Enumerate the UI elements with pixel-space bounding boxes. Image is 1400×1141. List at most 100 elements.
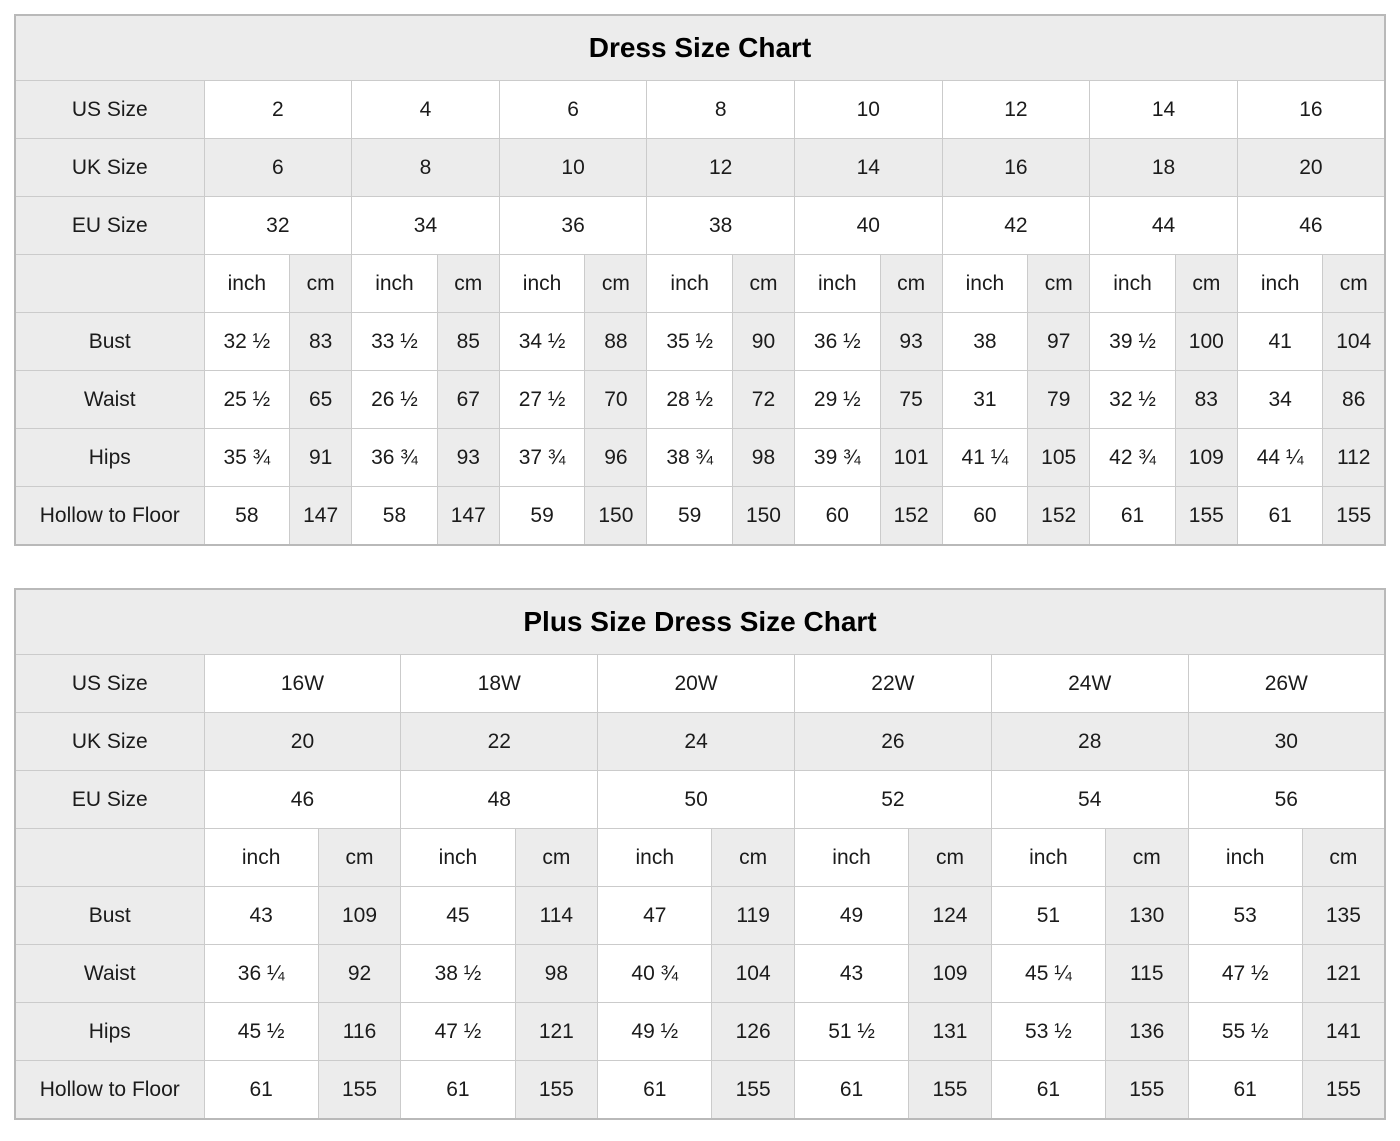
unit-cm-label: cm — [1174, 254, 1238, 313]
unit-inch-label: inch — [498, 254, 586, 313]
measure-cm-value: 150 — [731, 486, 795, 546]
table-row: EU Size 32 34 36 38 40 42 44 46 — [14, 196, 1386, 255]
measure-inch-value: 36 ¼ — [203, 944, 319, 1003]
unit-inch-label: inch — [400, 828, 516, 887]
unit-inch-label: inch — [793, 828, 910, 887]
row-label: US Size — [14, 654, 205, 713]
measure-cm-value: 131 — [908, 1002, 992, 1061]
table-row: Bust 32 ½ 83 33 ½ 85 34 ½ 88 35 ½ 90 36 ½ 93 38 97 39… — [14, 312, 1386, 371]
row-label: EU Size — [14, 770, 205, 829]
measure-cm-value: 112 — [1322, 428, 1386, 487]
size-value: 8 — [646, 80, 795, 139]
size-value: 38 — [646, 196, 795, 255]
measure-cm-value: 75 — [879, 370, 943, 429]
row-label: Bust — [14, 886, 205, 945]
measure-cm-value: 101 — [879, 428, 943, 487]
measure-cm-value: 124 — [908, 886, 992, 945]
measure-inch-value: 34 ½ — [498, 312, 586, 371]
measure-cm-value: 116 — [317, 1002, 402, 1061]
unit-cm-label: cm — [289, 254, 353, 313]
measure-cm-value: 98 — [514, 944, 599, 1003]
table-row: Hollow to Floor 58 147 58 147 59 150 59 150 60 152… — [14, 486, 1386, 546]
measure-inch-value: 45 — [400, 886, 516, 945]
unit-inch-label: inch — [597, 828, 713, 887]
table-row: Hollow to Floor 61 155 61 155 61 155 61 155 61 155… — [14, 1060, 1386, 1120]
size-value: 44 — [1089, 196, 1238, 255]
measure-inch-value: 47 — [597, 886, 713, 945]
measure-cm-value: 92 — [317, 944, 402, 1003]
table-row: inch cm inch cm inch cm inch cm inch cm inch cm inch… — [14, 254, 1386, 313]
table-row: UK Size 6 8 10 12 14 16 18 20 — [14, 138, 1386, 197]
unit-cm-label: cm — [1301, 828, 1386, 887]
measure-cm-value: 100 — [1174, 312, 1238, 371]
unit-inch-label: inch — [941, 254, 1029, 313]
size-value: 56 — [1187, 770, 1386, 829]
measure-cm-value: 67 — [436, 370, 500, 429]
measure-inch-value: 59 — [646, 486, 733, 546]
measure-cm-value: 155 — [317, 1060, 402, 1120]
measure-cm-value: 109 — [908, 944, 992, 1003]
unit-inch-label: inch — [203, 254, 291, 313]
measure-cm-value: 141 — [1301, 1002, 1386, 1061]
size-value: 8 — [351, 138, 500, 197]
size-value: 42 — [941, 196, 1091, 255]
measure-inch-value: 39 ½ — [1089, 312, 1176, 371]
unit-inch-label: inch — [1089, 254, 1176, 313]
measure-cm-value: 85 — [436, 312, 500, 371]
measure-cm-value: 136 — [1104, 1002, 1189, 1061]
size-value: 40 — [793, 196, 943, 255]
measure-inch-value: 32 ½ — [203, 312, 291, 371]
size-value: 28 — [990, 712, 1189, 771]
row-label: EU Size — [14, 196, 205, 255]
measure-cm-value: 88 — [584, 312, 648, 371]
measure-cm-value: 126 — [711, 1002, 795, 1061]
measure-inch-value: 31 — [941, 370, 1029, 429]
table-row: Waist 25 ½ 65 26 ½ 67 27 ½ 70 28 ½ 72 29 ½ 75 31 79 3… — [14, 370, 1386, 429]
measure-inch-value: 38 ½ — [400, 944, 516, 1003]
row-label-empty — [14, 828, 205, 887]
measure-cm-value: 119 — [711, 886, 795, 945]
measure-inch-value: 61 — [203, 1060, 319, 1120]
size-value: 10 — [498, 138, 648, 197]
size-value: 2 — [203, 80, 353, 139]
measure-cm-value: 91 — [289, 428, 353, 487]
row-label: UK Size — [14, 138, 205, 197]
measure-cm-value: 115 — [1104, 944, 1189, 1003]
size-value: 18 — [1089, 138, 1238, 197]
unit-cm-label: cm — [1027, 254, 1091, 313]
unit-inch-label: inch — [990, 828, 1106, 887]
measure-inch-value: 26 ½ — [351, 370, 438, 429]
measure-inch-value: 47 ½ — [1187, 944, 1303, 1003]
measure-cm-value: 65 — [289, 370, 353, 429]
measure-cm-value: 155 — [1174, 486, 1238, 546]
table-row: inch cm inch cm inch cm inch cm inch cm inch cm — [14, 828, 1386, 887]
unit-inch-label: inch — [1187, 828, 1303, 887]
size-value: 12 — [646, 138, 795, 197]
plus-size-dress-size-chart: Plus Size Dress Size Chart US Size 16W 18W 2… — [14, 588, 1386, 1120]
measure-cm-value: 86 — [1322, 370, 1386, 429]
row-label: Hollow to Floor — [14, 1060, 205, 1120]
size-value: 20 — [1236, 138, 1386, 197]
unit-cm-label: cm — [731, 254, 795, 313]
measure-inch-value: 38 — [941, 312, 1029, 371]
table-row: Waist 36 ¼ 92 38 ½ 98 40 ¾ 104 43 109 45 ¼ 115 47 ½… — [14, 944, 1386, 1003]
measure-inch-value: 60 — [793, 486, 881, 546]
measure-cm-value: 105 — [1027, 428, 1091, 487]
table-row: Hips 45 ½ 116 47 ½ 121 49 ½ 126 51 ½ 131 53 ½ 136 5… — [14, 1002, 1386, 1061]
size-value: 18W — [400, 654, 599, 713]
row-label-empty — [14, 254, 205, 313]
table-row: US Size 2 4 6 8 10 12 14 16 — [14, 80, 1386, 139]
measure-inch-value: 53 — [1187, 886, 1303, 945]
measure-cm-value: 72 — [731, 370, 795, 429]
chart-title: Plus Size Dress Size Chart — [14, 588, 1386, 655]
dress-size-chart: Dress Size Chart US Size 2 4 6 8 10 12 14 16 UK Si… — [14, 14, 1386, 546]
measure-inch-value: 61 — [1236, 486, 1324, 546]
row-label: Bust — [14, 312, 205, 371]
measure-cm-value: 96 — [584, 428, 648, 487]
measure-cm-value: 104 — [711, 944, 795, 1003]
size-value: 6 — [203, 138, 353, 197]
row-label: Waist — [14, 370, 205, 429]
unit-cm-label: cm — [711, 828, 795, 887]
